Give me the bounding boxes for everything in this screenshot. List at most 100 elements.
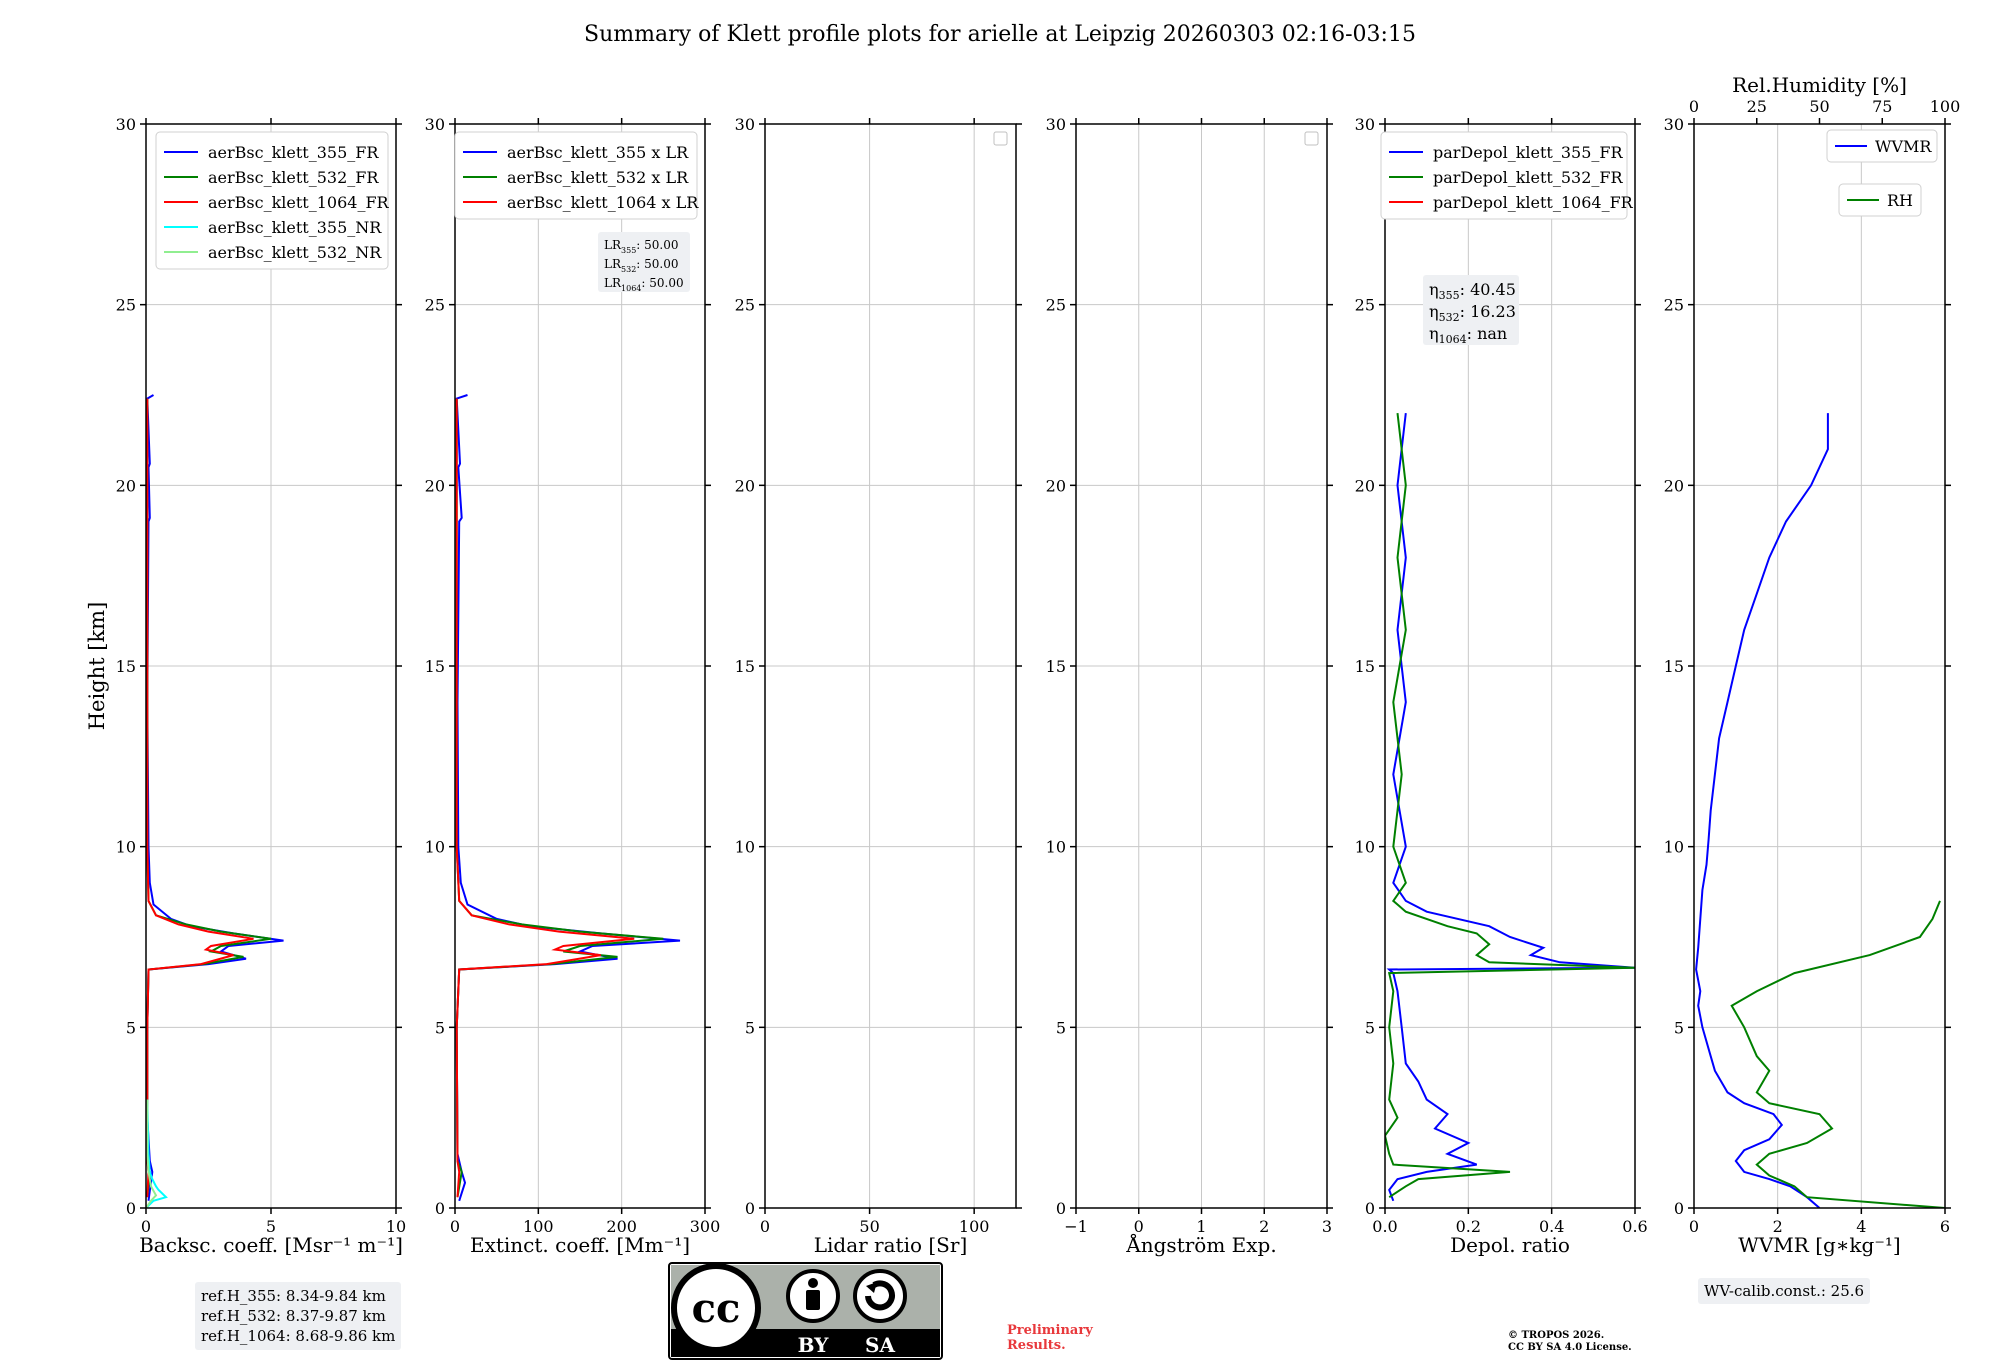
y-axis-label: Height [km]	[85, 602, 109, 731]
x-axis-label: Depol. ratio	[1450, 1233, 1570, 1257]
series-line-aerBsc_klett_355_FR	[146, 394, 284, 1201]
annotation-line: η532: 16.23	[1429, 302, 1516, 324]
license-note: © TROPOS 2026. CC BY SA 4.0 License.	[1508, 1330, 1632, 1354]
series-line-aerBsc_klett_355 x LR	[455, 394, 681, 1202]
y-tick-label: 5	[1674, 1018, 1684, 1037]
by-text: BY	[798, 1333, 830, 1357]
x-tick-label: 300	[690, 1217, 721, 1236]
series-line-RH	[1730, 900, 1945, 1208]
legend-entry-label: aerBsc_klett_1064 x LR	[507, 193, 699, 212]
preliminary-line-2: Results.	[1007, 1338, 1066, 1353]
legend-box	[454, 131, 698, 220]
legend-box	[1826, 129, 1938, 163]
y-tick-label: 0	[1056, 1199, 1066, 1218]
license-line-1: © TROPOS 2026.	[1508, 1330, 1605, 1341]
y-tick-label: 15	[425, 657, 445, 676]
y-tick-label: 5	[745, 1018, 755, 1037]
y-tick-label: 10	[735, 838, 755, 857]
legend-entry-label: parDepol_klett_1064_FR	[1433, 193, 1634, 212]
sa-arrow-icon	[865, 1280, 895, 1311]
legend-entry-label: aerBsc_klett_532_FR	[208, 168, 379, 187]
annotation-box	[598, 232, 690, 292]
legend-entry-label: aerBsc_klett_532_NR	[208, 243, 382, 262]
y-tick-label: 30	[425, 115, 445, 134]
y-tick-label: 10	[1046, 838, 1066, 857]
series-line-WVMR	[1695, 413, 1829, 1208]
y-tick-label: 30	[1664, 115, 1684, 134]
x-tick-label: 100	[959, 1217, 990, 1236]
y-tick-label: 0	[1674, 1199, 1684, 1218]
y-tick-label: 10	[425, 838, 445, 857]
y-tick-label: 15	[116, 657, 136, 676]
legend-entry-label: WVMR	[1875, 137, 1932, 156]
y-tick-label: 30	[735, 115, 755, 134]
series-line-parDepol_klett_355_FR	[1386, 412, 1635, 1202]
legend-box	[1380, 131, 1628, 220]
top-x-tick-label: 75	[1872, 97, 1892, 116]
sa-text: SA	[865, 1333, 895, 1357]
series-line-aerBsc_klett_1064_FR	[146, 398, 254, 1198]
legend-entry-label: aerBsc_klett_355_NR	[208, 218, 382, 237]
x-tick-label: 100	[523, 1217, 554, 1236]
y-tick-label: 5	[435, 1018, 445, 1037]
x-tick-label: 4	[1856, 1217, 1866, 1236]
top-x-tick-label: 0	[1689, 97, 1699, 116]
y-tick-label: 5	[1056, 1018, 1066, 1037]
legend-entry-label: aerBsc_klett_1064_FR	[208, 193, 390, 212]
x-tick-label: 0	[450, 1217, 460, 1236]
reference-height-box: ref.H_355: 8.34-9.84 km ref.H_532: 8.37-…	[195, 1282, 402, 1350]
x-tick-label: 0	[760, 1217, 770, 1236]
y-tick-label: 25	[735, 296, 755, 315]
y-tick-label: 25	[425, 296, 445, 315]
x-axis-label: Ångström Exp.	[1125, 1232, 1276, 1257]
x-axis-label: Backsc. coeff. [Msr⁻¹ m⁻¹]	[139, 1233, 403, 1257]
y-tick-label: 0	[126, 1199, 136, 1218]
cc-circle-icon	[671, 1263, 761, 1353]
y-tick-label: 30	[116, 115, 136, 134]
sa-arrowhead-icon	[866, 1282, 877, 1293]
y-tick-label: 20	[735, 476, 755, 495]
y-tick-label: 15	[1046, 657, 1066, 676]
legend-box	[1838, 183, 1922, 217]
series-line-aerBsc_klett_1064 x LR	[455, 398, 635, 1198]
y-tick-label: 20	[1046, 476, 1066, 495]
y-tick-label: 15	[1664, 657, 1684, 676]
x-tick-label: 2	[1259, 1217, 1269, 1236]
annotation-line: LR532: 50.00	[604, 257, 679, 274]
legend-entry-label: aerBsc_klett_355 x LR	[507, 143, 689, 162]
annotation-line: LR355: 50.00	[604, 238, 679, 255]
y-tick-label: 0	[745, 1199, 755, 1218]
x-axis-label: Extinct. coeff. [Mm⁻¹]	[470, 1233, 690, 1257]
x-tick-label: 6	[1940, 1217, 1950, 1236]
series-line-parDepol_klett_532_FR	[1385, 412, 1635, 1199]
ref-height-355: ref.H_355: 8.34-9.84 km	[201, 1287, 386, 1305]
x-tick-label: 0	[1134, 1217, 1144, 1236]
series-line-aerBsc_klett_532_FR	[146, 398, 272, 1198]
chart-panel-1: 0 5 10 0 5 10 15 20 25 30 Backsc. coeff. [Msr⁻¹ m⁻…	[85, 115, 406, 1257]
legend-entry-label: aerBsc_klett_532 x LR	[507, 168, 689, 187]
y-tick-label: 10	[116, 838, 136, 857]
chart-panel-3: 0 50 100 0 5 10 15 20 25 30 Lidar ratio [Sr]	[735, 115, 1022, 1257]
chart-panel-2: 0 100 200 300 0 5 10 15 20 25 30 Extinct. coeff. [M…	[425, 115, 721, 1257]
legend-entry-label: aerBsc_klett_355_FR	[208, 143, 379, 162]
legend-box	[155, 131, 389, 270]
legend-entry-label: RH	[1887, 191, 1913, 210]
x-tick-label: 50	[859, 1217, 879, 1236]
y-tick-label: 25	[1355, 296, 1375, 315]
empty-legend-box	[993, 131, 1008, 146]
x-tick-label: 3	[1322, 1217, 1332, 1236]
legend-entry-label: parDepol_klett_532_FR	[1433, 168, 1624, 187]
preliminary-note: Preliminary Results.	[1007, 1323, 1093, 1353]
annotation-line: η355: 40.45	[1429, 280, 1516, 302]
x-tick-label: −1	[1064, 1217, 1088, 1236]
annotation-line: η1064: nan	[1429, 324, 1507, 346]
y-tick-label: 5	[126, 1018, 136, 1037]
ref-height-1064: ref.H_1064: 8.68-9.86 km	[201, 1327, 396, 1345]
series-line-aerBsc_klett_532_NR	[146, 1099, 158, 1208]
y-tick-label: 10	[1664, 838, 1684, 857]
y-tick-label: 30	[1046, 115, 1066, 134]
sa-share-icon	[853, 1269, 907, 1323]
y-tick-label: 0	[1365, 1199, 1375, 1218]
